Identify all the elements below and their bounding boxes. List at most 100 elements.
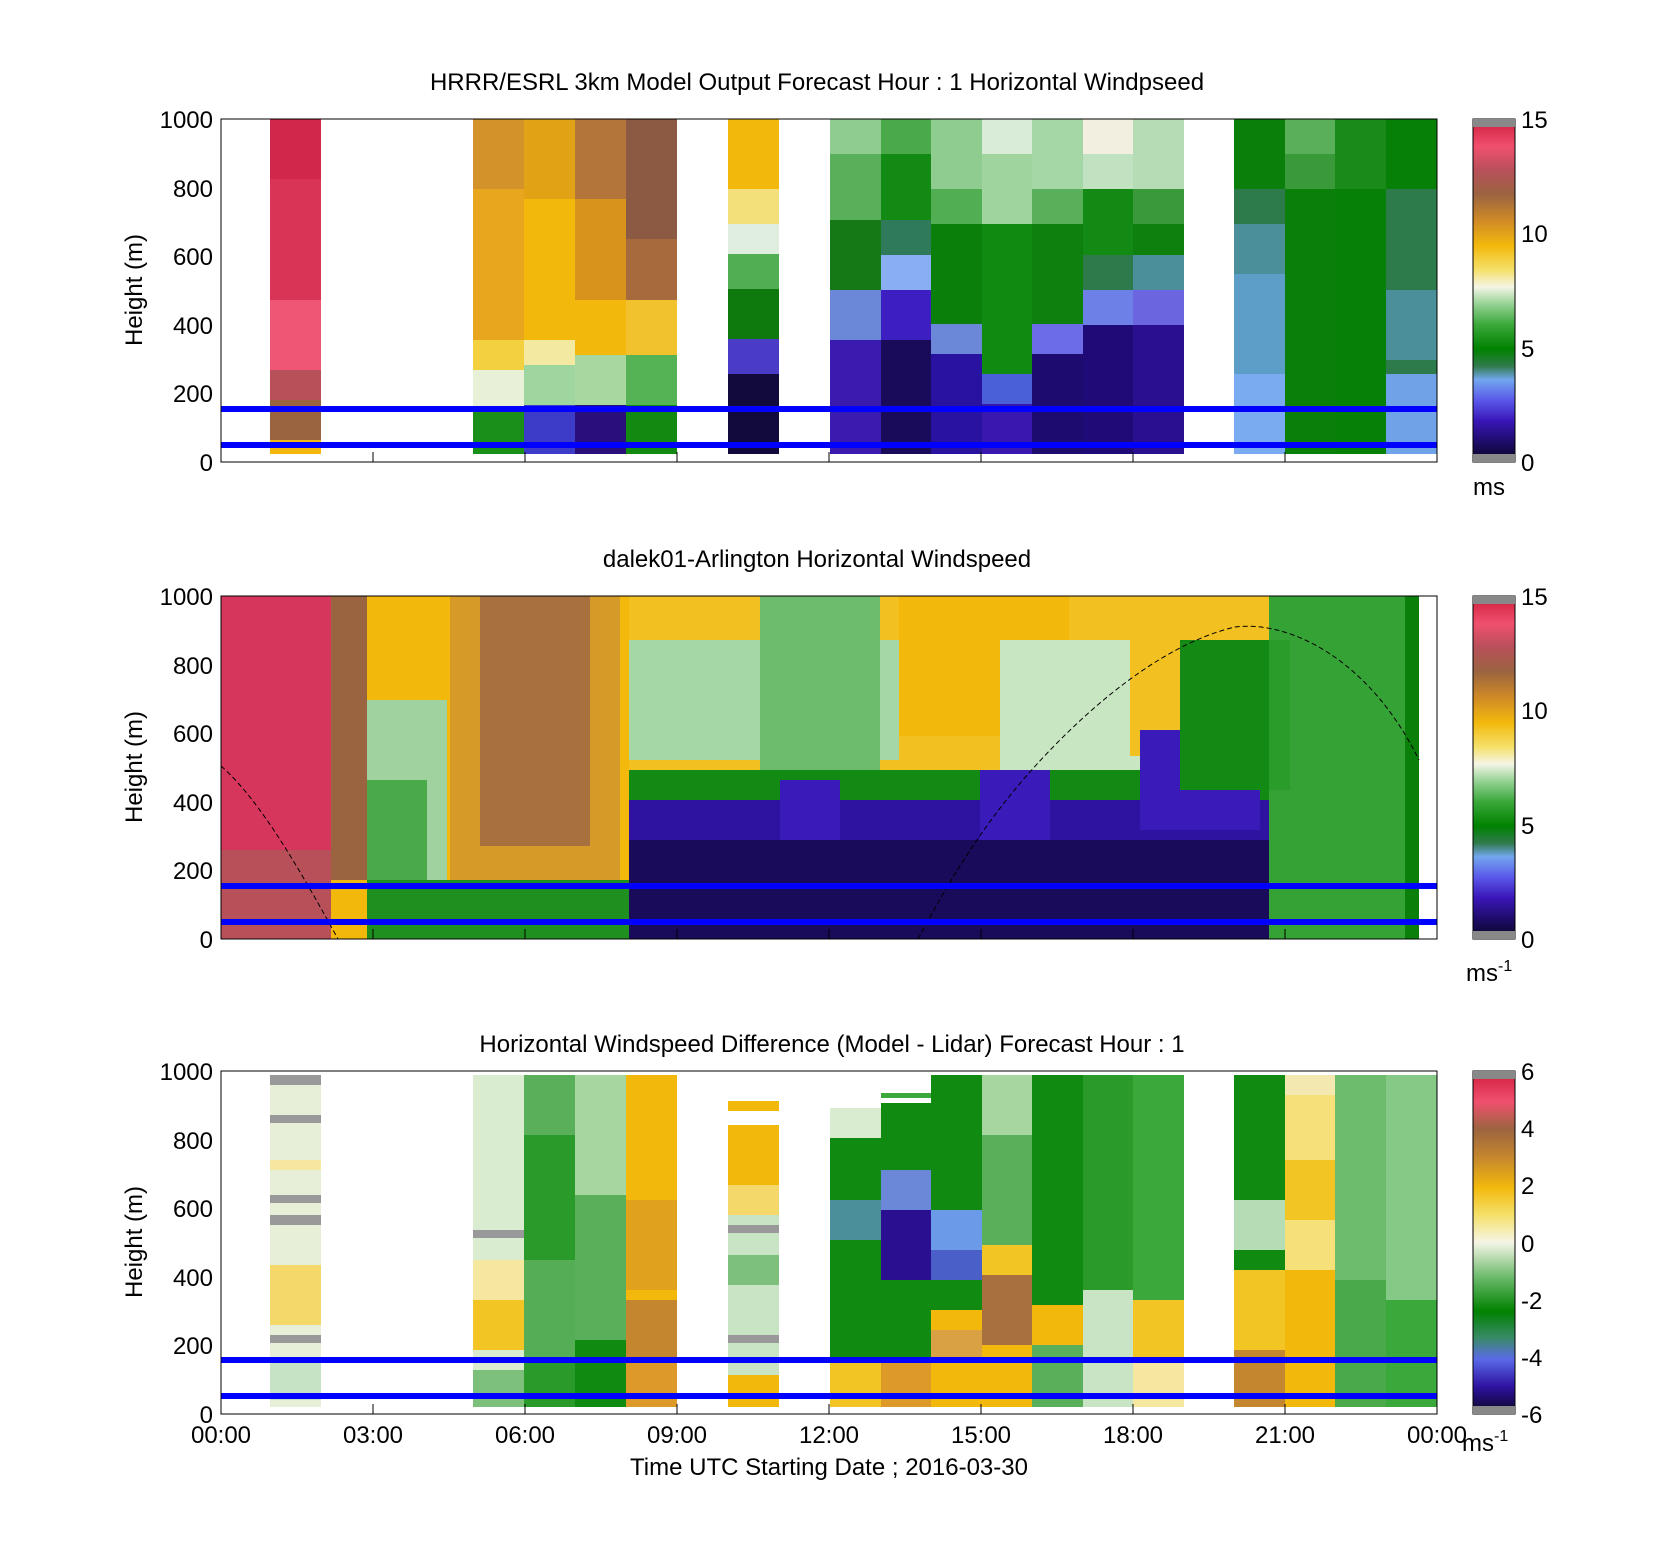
heatmap-column-0600-low2 — [524, 365, 575, 405]
heatmap-column-2000-mid — [1234, 189, 1285, 224]
boundary-layer-curve — [220, 625, 1420, 940]
model-windspeed-panel: HRRR/ESRL 3km Model Output Forecast Hour… — [121, 69, 1548, 501]
heatmap-column-1700-base — [1083, 325, 1133, 454]
colorbar-tick-label: -4 — [1521, 1345, 1542, 1372]
heatmap-column-1700-mid — [1083, 255, 1133, 290]
y-axis-label: Height (m) — [121, 711, 148, 823]
x-tick-label: 00:00 — [1407, 1422, 1467, 1449]
heatmap-column-1800-top — [1133, 119, 1184, 189]
colorbar-tick-label: 5 — [1521, 813, 1534, 840]
heatmap-column-0600-low — [524, 340, 575, 365]
diff-column-1300-top — [881, 1093, 931, 1098]
diff-column-1000-top — [728, 1101, 779, 1111]
heatmap-column-2300-low — [1386, 374, 1437, 454]
heatmap-column-1300-low — [881, 290, 931, 340]
heatmap-column-0600-top — [524, 119, 575, 199]
x-tick-label: 18:00 — [1103, 1422, 1163, 1449]
colorbar-tick-label: 4 — [1521, 1116, 1534, 1143]
colorbar-gradient — [1472, 595, 1516, 940]
heatmap-column-0800-top — [626, 119, 677, 239]
heatmap-column-1800-base — [1133, 325, 1184, 454]
heatmap-column-0500-top — [473, 119, 524, 189]
heatmap-column-1300-top — [881, 119, 931, 154]
y-tick-label: 800 — [173, 1128, 213, 1155]
heatmap-column-1400-mid — [931, 189, 982, 224]
heatmap-column-1200-low — [830, 290, 881, 340]
y-tick-label: 200 — [173, 381, 213, 408]
colorbar-tick-label: 0 — [1521, 927, 1534, 954]
reference-lines — [221, 406, 1437, 448]
heatmap-column-1000-a — [728, 189, 779, 224]
y-axis: 0 200 400 600 800 1000 Height (m) — [121, 107, 213, 477]
y-tick-label: 600 — [173, 244, 213, 271]
heatmap-column-1600-base — [1032, 354, 1083, 454]
heatmap-column-0800-low2 — [626, 355, 677, 405]
panel-title: dalek01-Arlington Horizontal Windspeed — [603, 546, 1031, 573]
lidar-windspeed-panel: dalek01-Arlington Horizontal Windspeed — [121, 546, 1548, 987]
heatmap-column-2100-top2 — [1285, 154, 1336, 189]
colorbar-tick-label: 6 — [1521, 1059, 1534, 1086]
heatmap-column-0700-low — [575, 300, 626, 355]
y-tick-label: 1000 — [160, 1059, 213, 1086]
colorbar-tick-label: -2 — [1521, 1288, 1542, 1315]
heatmap-column-1200-top — [830, 119, 881, 154]
y-tick-label: 800 — [173, 176, 213, 203]
difference-panel: Horizontal Windspeed Difference (Model -… — [121, 1031, 1542, 1481]
heatmap-column-0700-top — [575, 119, 626, 199]
diff-column-0100 — [270, 1075, 321, 1407]
y-tick-label: 200 — [173, 1333, 213, 1360]
y-tick-label: 1000 — [160, 584, 213, 611]
heatmap-column-1200-mid — [830, 220, 881, 290]
colorbar-tick-label: 0 — [1521, 1231, 1534, 1258]
heatmap-column-0100-low — [270, 370, 321, 400]
x-tick-label: 03:00 — [343, 1422, 403, 1449]
colorbar-unit: ms-1 — [1462, 1428, 1508, 1457]
heatmap-column-1700-top2 — [1083, 154, 1133, 189]
heatmap-column-1000-f — [728, 374, 779, 454]
heatmap-column-1200-base — [830, 340, 881, 454]
y-axis-label: Height (m) — [121, 1186, 148, 1298]
x-tick-label: 06:00 — [495, 1422, 555, 1449]
y-axis-label: Height (m) — [121, 234, 148, 346]
colorbar-unit: ms — [1473, 474, 1505, 501]
colorbar: 0 5 10 15 ms — [1472, 107, 1548, 501]
colorbar: -6 -4 -2 0 2 4 6 ms-1 — [1462, 1059, 1542, 1457]
x-tick-label: 21:00 — [1255, 1422, 1315, 1449]
heatmap-column-1800-low — [1133, 290, 1184, 325]
x-axis: 00:00 03:00 06:00 09:00 12:00 15:00 18:0… — [191, 1404, 1467, 1481]
heatmap-column-1000-b — [728, 224, 779, 254]
heatmap-column-0800-low — [626, 300, 677, 355]
y-tick-label: 400 — [173, 790, 213, 817]
colorbar-tick-label: 15 — [1521, 107, 1548, 134]
heatmap-cells — [270, 119, 1437, 454]
x-tick-label: 00:00 — [191, 1422, 251, 1449]
heatmap-column-1000-e — [728, 339, 779, 374]
y-axis: 0 200 400 600 800 1000 Height (m) — [121, 584, 213, 954]
heatmap-column-2300-top — [1386, 119, 1437, 189]
y-tick-label: 800 — [173, 653, 213, 680]
colorbar-gradient — [1472, 1070, 1516, 1415]
x-ticks — [372, 452, 1286, 462]
x-tick-label: 15:00 — [951, 1422, 1011, 1449]
heatmap-column-2200-top — [1335, 119, 1386, 189]
heatmap-regions — [221, 596, 1437, 939]
reference-lines — [221, 883, 1437, 925]
heatmap-column-1500-low — [982, 374, 1032, 404]
colorbar-tick-label: 10 — [1521, 698, 1548, 725]
heatmap-column-0500-low — [473, 340, 524, 370]
x-ticks — [372, 929, 1286, 939]
y-tick-label: 400 — [173, 313, 213, 340]
panel-title: HRRR/ESRL 3km Model Output Forecast Hour… — [430, 69, 1204, 96]
heatmap-column-0700-low2 — [575, 355, 626, 405]
heatmap-column-1300-mid2 — [881, 255, 931, 290]
heatmap-cells — [270, 1075, 1437, 1407]
y-tick-label: 600 — [173, 721, 213, 748]
colorbar-unit: ms-1 — [1466, 958, 1512, 987]
heatmap-column-2000-low — [1234, 374, 1285, 454]
heatmap-column-1400-top — [931, 119, 982, 189]
heatmap-column-0100-mid — [270, 300, 321, 370]
colorbar-tick-label: 0 — [1521, 450, 1534, 477]
x-tick-label: 09:00 — [647, 1422, 707, 1449]
heatmap-column-1300-mid — [881, 220, 931, 255]
